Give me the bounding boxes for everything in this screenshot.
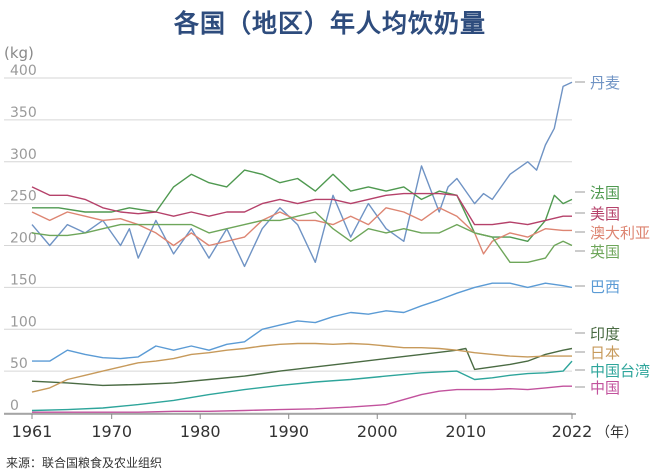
- legend-label: 澳大利亚: [590, 224, 650, 242]
- series-line-丹麦: [31, 81, 573, 268]
- x-tick-label: 2000: [357, 422, 398, 441]
- legend-label: 印度: [590, 325, 620, 343]
- x-tick-label: 1961: [12, 422, 53, 441]
- series-line-美国: [31, 186, 572, 226]
- x-tick-label: 2022: [552, 422, 593, 441]
- y-tick-label: 200: [10, 231, 37, 247]
- series-line-中国: [32, 385, 572, 413]
- legend-label: 美国: [590, 205, 620, 223]
- series-line-日本: [31, 342, 572, 393]
- legend-label: 中国台湾: [590, 362, 650, 380]
- y-tick-label: 100: [10, 314, 37, 330]
- series-line-法国: [32, 169, 573, 242]
- y-tick-label: 50: [10, 356, 28, 372]
- y-tick-label: 400: [10, 63, 37, 79]
- y-tick-label: 150: [10, 272, 37, 288]
- x-tick-label: 1990: [268, 422, 309, 441]
- y-tick-label: 300: [10, 147, 37, 163]
- source-note: 来源：联合国粮食及农业组织: [6, 456, 163, 470]
- y-axis-label: (kg): [4, 44, 34, 62]
- legend-label: 日本: [590, 344, 620, 362]
- series-line-中国台湾: [31, 360, 573, 412]
- x-unit-label: （年）: [596, 425, 638, 441]
- legend-label: 丹麦: [590, 74, 620, 92]
- y-tick-label: 350: [10, 105, 37, 121]
- series-line-巴西: [32, 282, 573, 362]
- legend-label: 英国: [590, 243, 620, 261]
- x-tick-label: 1970: [91, 422, 132, 441]
- legend-label: 中国: [590, 379, 620, 397]
- y-tick-label: 0: [10, 398, 19, 414]
- legend-label: 法国: [590, 184, 620, 202]
- series-line-澳大利亚: [31, 207, 572, 255]
- series-line-印度: [31, 347, 573, 387]
- x-tick-label: 2010: [445, 422, 486, 441]
- x-tick-label: 1980: [180, 422, 221, 441]
- y-tick-label: 250: [10, 189, 37, 205]
- series-line-英国: [31, 211, 573, 263]
- chart-title: 各国（地区）年人均饮奶量: [173, 9, 486, 38]
- legend-label: 巴西: [590, 278, 620, 296]
